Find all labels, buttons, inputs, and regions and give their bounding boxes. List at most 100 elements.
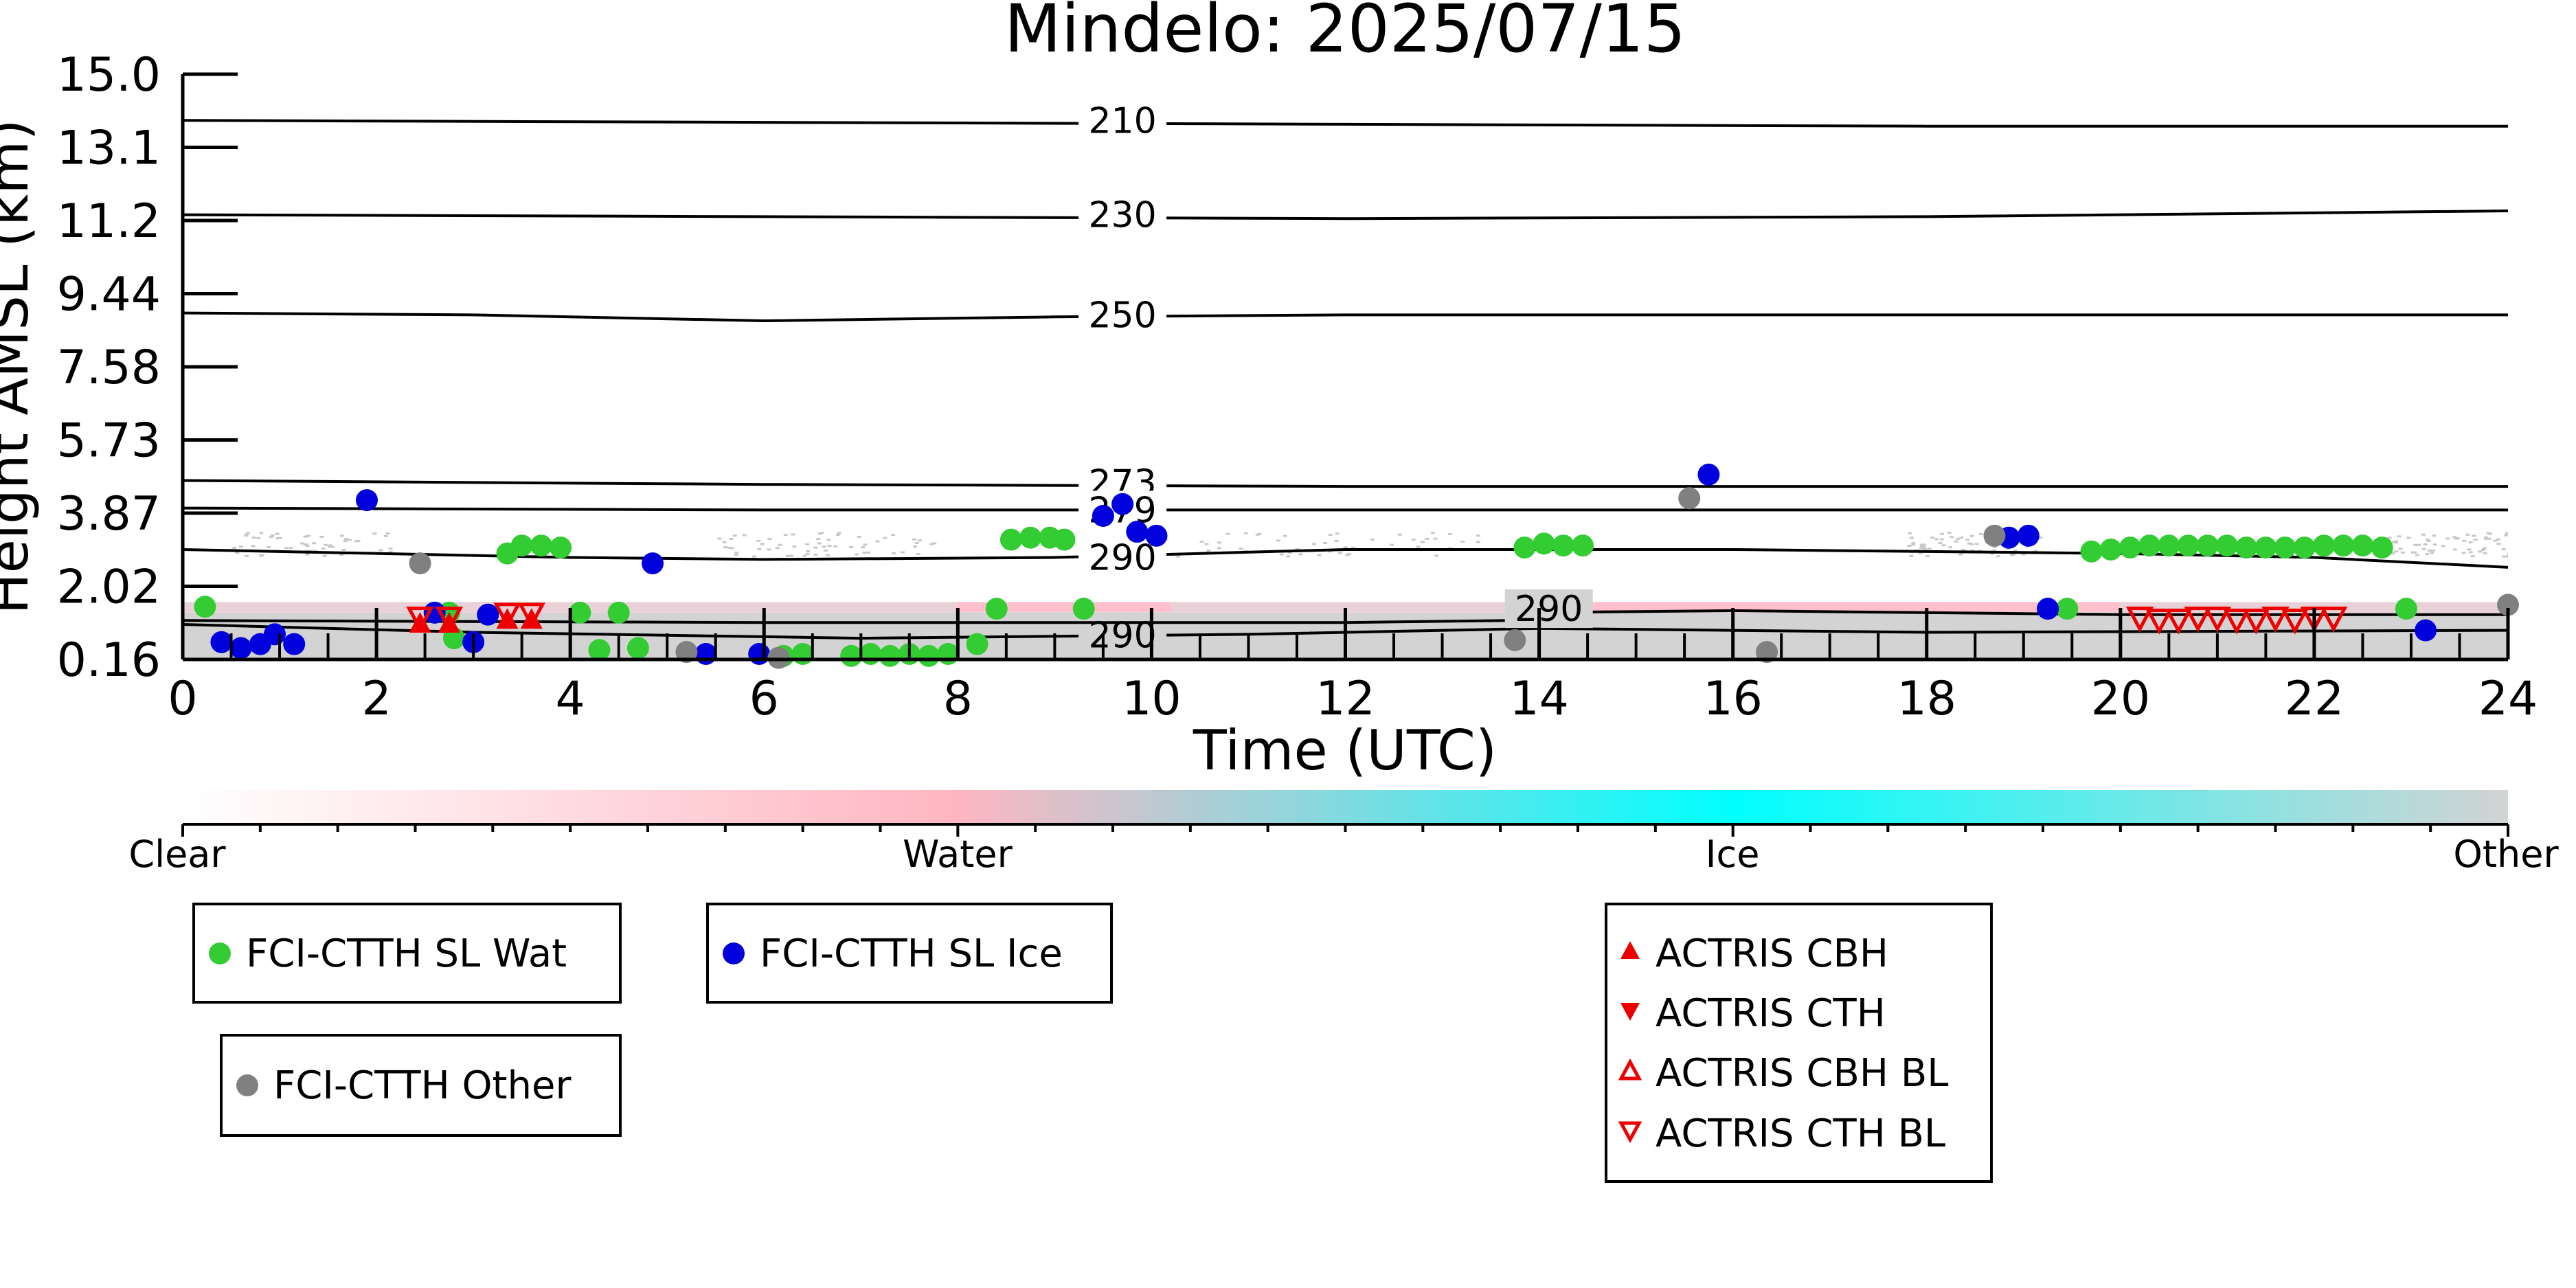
speckle-dot <box>792 545 797 548</box>
contours: 210230250273279290290290 <box>182 100 2509 657</box>
contour-line <box>182 210 2509 221</box>
speckle-dot <box>778 543 782 546</box>
speckle-dot <box>1909 536 1914 539</box>
data-point <box>229 637 252 659</box>
data-point <box>1053 528 1076 551</box>
data-point <box>2119 536 2141 559</box>
speckle-dot <box>932 542 937 545</box>
data-point <box>2332 534 2355 557</box>
speckle-dot <box>855 553 859 556</box>
legend-marker-cbh-bl <box>1618 1058 1642 1081</box>
speckle-dot <box>756 539 761 542</box>
speckle-dot <box>2483 536 2488 539</box>
data-point <box>2037 598 2059 620</box>
water-patch <box>958 602 1171 612</box>
speckle-dot <box>912 538 916 541</box>
data-point <box>2158 534 2180 557</box>
speckle-dot <box>303 543 308 546</box>
contour-label: 290 <box>1088 537 1156 578</box>
speckle-dot <box>270 534 275 537</box>
contour-line <box>182 506 2508 512</box>
y-axis-label: Height AMSL (km) <box>0 119 41 614</box>
data-point <box>510 534 533 557</box>
speckle-dot <box>2033 550 2038 552</box>
speckle-dot <box>1335 532 1340 535</box>
y-tick-label: 2.02 <box>57 561 161 615</box>
speckle-dot <box>1930 536 1935 539</box>
speckle-dot <box>269 535 273 538</box>
speckle-dot <box>1345 554 1350 556</box>
speckle-dot <box>1908 532 1912 534</box>
cth-marker <box>2222 608 2251 635</box>
data-point <box>1019 526 1042 549</box>
speckle-dot <box>866 551 871 554</box>
speckle-dot <box>835 534 840 536</box>
speckle-dot <box>1919 543 1924 546</box>
speckle-dot <box>2501 548 2506 551</box>
legend-label-cth: ACTRIS CTH <box>1656 991 1886 1036</box>
speckle-dot <box>2421 547 2426 550</box>
y-tick-label: 7.58 <box>57 341 161 395</box>
speckle-dot <box>1343 546 1348 549</box>
cth-marker <box>2184 607 2212 633</box>
speckle-dot <box>339 553 344 556</box>
cth-marker <box>2281 608 2309 635</box>
speckle-dot <box>339 534 344 537</box>
speckle-dot <box>729 537 734 540</box>
speckle-dot <box>2478 550 2483 553</box>
x-tick-label: 22 <box>2285 672 2345 726</box>
colorbar-ticks <box>181 824 2509 837</box>
speckle-dot <box>1239 547 1243 550</box>
cth-marker <box>2319 607 2348 633</box>
speckle-dot <box>717 537 722 540</box>
speckle-dot <box>732 534 737 537</box>
speckle-dot <box>1255 533 1260 536</box>
speckle-dot <box>2465 533 2470 536</box>
speckle-dot <box>883 536 888 539</box>
x-tick-label: 14 <box>1509 672 1569 726</box>
y-tick-label: 3.87 <box>57 487 161 541</box>
speckle-dot <box>323 543 328 546</box>
speckle-dot <box>312 542 317 545</box>
contour-label-bg <box>1078 101 1167 140</box>
speckle-dot <box>2505 532 2508 534</box>
cbh-marker <box>496 608 519 629</box>
speckle-dot <box>1447 532 1452 535</box>
speckle-dot <box>2394 550 2399 553</box>
speckle-dot <box>734 551 739 554</box>
speckle-dot <box>2426 539 2431 542</box>
speckle-dot <box>757 548 762 551</box>
speckle-dot <box>319 535 324 538</box>
y-tick-label: 0.16 <box>57 633 161 688</box>
contour-line <box>182 548 2509 569</box>
colorbar-label-ice: Ice <box>1706 833 1760 876</box>
speckle-dot <box>322 554 327 557</box>
speckle-dot <box>267 546 271 549</box>
plot-area: 210230250273279290290290 0.162.023.875.7… <box>57 48 2538 726</box>
speckle-dot <box>2507 552 2508 555</box>
x-tick-label: 0 <box>168 672 197 726</box>
speckle-dot <box>1969 543 1974 545</box>
speckle-dot <box>1175 555 1180 558</box>
data-point <box>607 601 630 624</box>
speckle-dot <box>1199 540 1204 543</box>
speckle-dot <box>1425 537 1430 540</box>
speckle-dot <box>1927 547 1932 550</box>
speckle-dot <box>723 546 728 549</box>
speckle-dot <box>1225 532 1230 535</box>
legend-label-cbh-bl: ACTRIS CBH BL <box>1656 1051 1948 1096</box>
y-tick-label: 15.0 <box>57 48 161 102</box>
speckle-dot <box>857 535 861 538</box>
speckle-dot <box>2452 536 2457 539</box>
x-tick-label: 10 <box>1122 672 1182 726</box>
speckle-dot <box>806 550 811 552</box>
speckle-dot <box>1974 543 1979 545</box>
chart-title: Mindelo: 2025/07/15 <box>1004 0 1686 67</box>
speckle-dot <box>892 552 896 554</box>
speckle-dot <box>284 547 289 550</box>
data-point <box>2255 536 2277 559</box>
speckle-dot <box>820 532 824 534</box>
speckle-dot <box>2468 551 2473 554</box>
speckle-dot <box>1430 532 1435 534</box>
